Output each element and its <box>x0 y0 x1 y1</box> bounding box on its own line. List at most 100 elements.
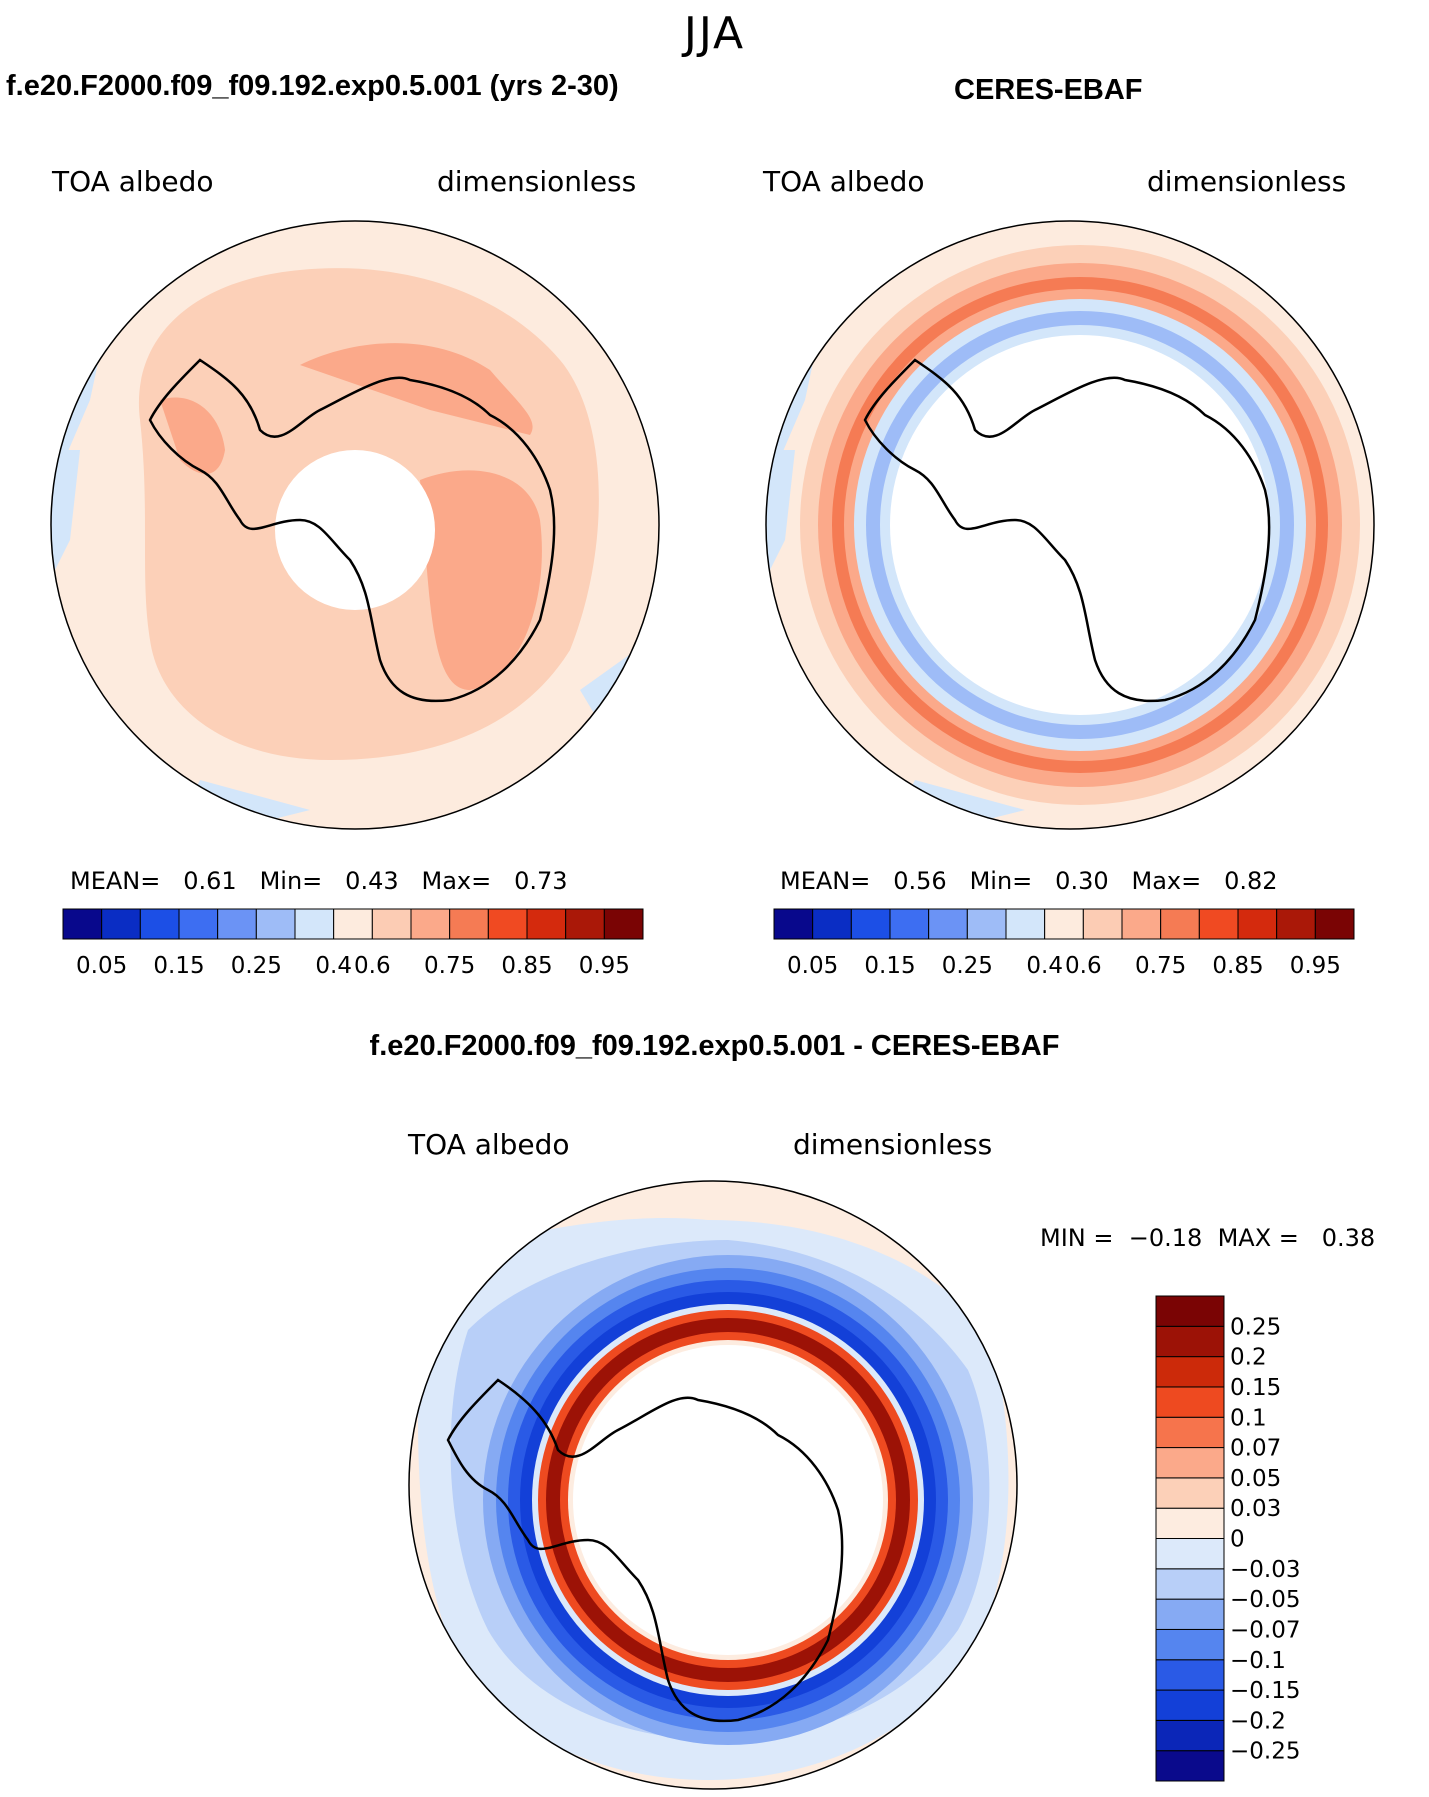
model-colorbar-tick-label: 0.75 <box>424 953 475 979</box>
obs-colorbar-swatch <box>1160 908 1200 940</box>
model-colorbar-swatch <box>217 908 257 940</box>
model-units-label: dimensionless <box>437 165 637 198</box>
model-max-label: Max= <box>421 867 492 895</box>
diff-map-border <box>408 1180 1018 1790</box>
model-variable-label: TOA albedo <box>52 165 214 198</box>
obs-colorbar-tick-label: 0.6 <box>1065 953 1102 979</box>
obs-colorbar-swatch <box>1314 908 1355 940</box>
obs-colorbar-swatch <box>773 908 814 940</box>
model-stats-row: MEAN= 0.61 Min= 0.43 Max= 0.73 <box>70 867 568 895</box>
diff-variable-label: TOA albedo <box>408 1128 570 1161</box>
model-colorbar-tick-label: 0.05 <box>76 953 127 979</box>
model-colorbar-swatch <box>410 908 451 940</box>
diff-min-value: −0.18 <box>1128 1224 1203 1252</box>
diff-colorbar-swatch <box>1155 1689 1225 1721</box>
diff-colorbar-swatch <box>1155 1416 1225 1449</box>
model-coastline <box>148 358 556 703</box>
diff-colorbar-tick-label: 0.15 <box>1230 1375 1281 1401</box>
model-colorbar-swatch <box>526 908 567 940</box>
model-albedo-high <box>420 470 542 690</box>
diff-colorbar-tick-label: −0.15 <box>1230 1678 1300 1704</box>
diff-coastline <box>446 1378 844 1723</box>
obs-colorbar-swatch <box>1044 908 1084 940</box>
obs-colorbar-swatch <box>1082 908 1123 940</box>
obs-coastline <box>863 358 1271 703</box>
obs-map-border <box>765 220 1375 830</box>
obs-mean-value: 0.56 <box>893 867 947 895</box>
diff-colorbar-tick-label: 0.1 <box>1230 1405 1267 1431</box>
diff-min-label: MIN = <box>1040 1224 1114 1252</box>
diff-polar-gap <box>573 1345 883 1655</box>
model-colorbar-swatch <box>449 908 489 940</box>
obs-colorbar-tick-label: 0.85 <box>1212 953 1263 979</box>
diff-colorbar-swatch <box>1155 1507 1225 1539</box>
obs-colorbar-swatch <box>1198 908 1239 940</box>
diff-colorbar-tick-label: 0.05 <box>1230 1466 1281 1492</box>
model-colorbar-swatch <box>294 908 335 940</box>
obs-colorbar-swatch <box>1276 908 1316 940</box>
model-mean-value: 0.61 <box>183 867 237 895</box>
model-albedo-high <box>160 397 225 474</box>
model-colorbar-tick-label: 0.95 <box>579 953 630 979</box>
diff-colorbar-swatch <box>1155 1356 1225 1388</box>
obs-colorbar-tick-label: 0.15 <box>864 953 915 979</box>
diff-colorbar-tick-label: 0.03 <box>1230 1496 1281 1522</box>
obs-colorbar-swatch <box>1005 908 1046 940</box>
obs-polar-gap <box>890 335 1270 715</box>
model-colorbar-tick-label: 0.4 <box>315 953 352 979</box>
diff-colorbar-tick-label: 0.25 <box>1230 1314 1281 1340</box>
obs-colorbar-swatch <box>889 908 930 940</box>
diff-colorbar-tick-label: −0.2 <box>1230 1708 1286 1734</box>
obs-colorbar-tick-label: 0.75 <box>1135 953 1186 979</box>
model-mean-label: MEAN= <box>70 867 161 895</box>
diff-polar-map <box>408 1180 1018 1790</box>
diff-colorbar-tick-label: 0.07 <box>1230 1436 1281 1462</box>
obs-colorbar-swatch <box>1237 908 1278 940</box>
model-colorbar-swatch <box>139 908 180 940</box>
obs-colorbar-swatch <box>812 908 852 940</box>
diff-colorbar: 0.25 0.2 0.15 0.1 0.07 0.05 0.03 0 −0.03 −0.05 −0.… <box>1155 1295 1300 1782</box>
obs-colorbar-tick-label: 0.95 <box>1290 953 1341 979</box>
diff-colorbar-tick-label: 0.2 <box>1230 1345 1267 1371</box>
model-panel-title: f.e20.F2000.f09_f09.192.exp0.5.001 (yrs … <box>6 70 619 102</box>
obs-variable-label: TOA albedo <box>763 165 925 198</box>
diff-colorbar-swatch <box>1155 1295 1225 1327</box>
obs-max-label: Max= <box>1131 867 1202 895</box>
model-albedo-high <box>300 343 533 435</box>
model-colorbar-tick-label: 0.15 <box>153 953 204 979</box>
diff-colorbar-tick-label: −0.25 <box>1230 1739 1300 1765</box>
model-colorbar-swatch <box>371 908 412 940</box>
model-min-label: Min= <box>259 867 323 895</box>
model-colorbar-swatch <box>333 908 373 940</box>
obs-colorbar-swatch <box>928 908 968 940</box>
diff-colorbar-tick-label: −0.05 <box>1230 1587 1300 1613</box>
obs-blue-patch <box>766 450 795 580</box>
model-polar-gap <box>275 450 435 610</box>
figure-title: JJA <box>683 8 746 59</box>
obs-min-value: 0.30 <box>1055 867 1109 895</box>
model-colorbar: 0.05 0.15 0.25 0.4 0.6 0.75 0.85 0.95 <box>62 908 644 979</box>
diff-colorbar-tick-label: −0.07 <box>1230 1617 1300 1643</box>
diff-units-label: dimensionless <box>793 1128 993 1161</box>
diff-panel-title: f.e20.F2000.f09_f09.192.exp0.5.001 - CER… <box>369 1030 1060 1062</box>
model-min-value: 0.43 <box>345 867 399 895</box>
diff-colorbar-tick-label: −0.1 <box>1230 1648 1286 1674</box>
diff-colorbar-swatch <box>1155 1568 1225 1600</box>
diff-max-value: 0.38 <box>1321 1224 1376 1252</box>
obs-colorbar-swatch <box>966 908 1007 940</box>
model-blue-patch <box>51 450 80 580</box>
obs-colorbar: 0.05 0.15 0.25 0.4 0.6 0.75 0.85 0.95 <box>773 908 1355 979</box>
obs-mean-label: MEAN= <box>780 867 871 895</box>
model-colorbar-tick-label: 0.25 <box>231 953 282 979</box>
obs-colorbar-swatch <box>850 908 891 940</box>
diff-max-label: MAX = <box>1217 1224 1299 1252</box>
model-colorbar-tick-label: 0.6 <box>354 953 391 979</box>
obs-panel-title: CERES-EBAF <box>954 74 1143 106</box>
diff-colorbar-swatch <box>1155 1386 1225 1418</box>
diff-colorbar-swatch <box>1155 1325 1225 1358</box>
model-colorbar-swatch <box>178 908 219 940</box>
diff-colorbar-swatch <box>1155 1719 1225 1752</box>
model-colorbar-swatch <box>603 908 644 940</box>
obs-polar-map <box>765 220 1375 830</box>
model-colorbar-tick-label: 0.85 <box>501 953 552 979</box>
